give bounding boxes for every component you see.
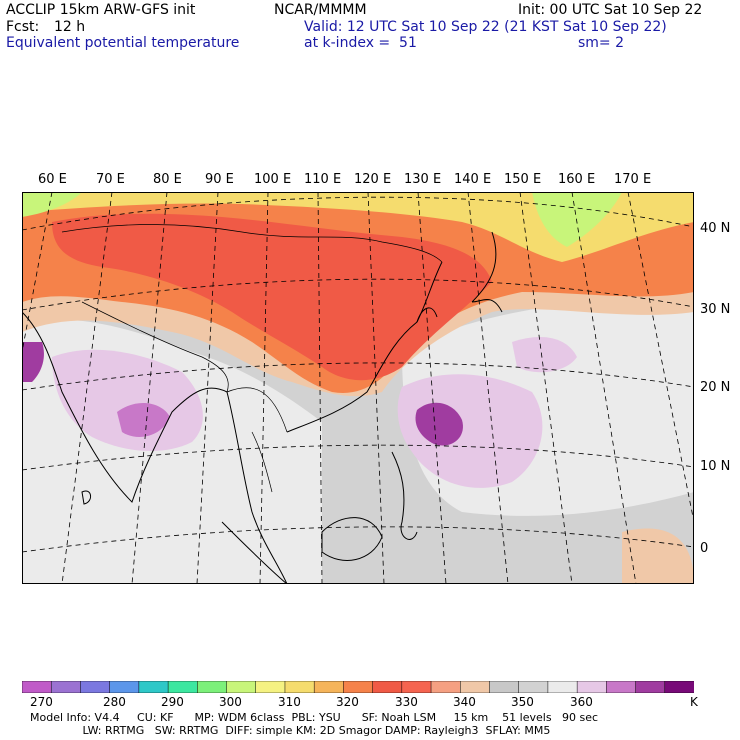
forecast-label: Fcst:: [6, 19, 40, 35]
border-line: [81, 301, 229, 393]
colorbar-swatch: [313, 681, 345, 693]
longitude-line: [22, 192, 53, 353]
lat-label: 0: [700, 541, 709, 556]
colorbar-swatch: [547, 681, 578, 693]
colorbar-swatch: [80, 681, 111, 693]
lon-label: 60 E: [38, 172, 67, 187]
smoothing-label: sm= 2: [578, 35, 625, 51]
colorbar-swatch: [197, 681, 228, 693]
colorbar-tick-label: 280: [103, 695, 126, 709]
colorbar-swatch: [664, 681, 694, 693]
colorbar-swatch: [518, 681, 549, 693]
theta-e-red-band: [52, 213, 492, 381]
colorbar-tick-label: 360: [570, 695, 593, 709]
colorbar-tick-label: 270: [30, 695, 53, 709]
colorbar-swatch: [22, 681, 52, 693]
lon-label: 80 E: [153, 172, 182, 187]
longitude-line: [519, 192, 573, 584]
coastline-philippines: [391, 451, 418, 540]
lat-label: 30 N: [700, 302, 731, 317]
lon-label: 130 E: [404, 172, 442, 187]
lon-label: 110 E: [304, 172, 342, 187]
colorbar-swatch: [167, 681, 199, 693]
theta-e-orange-se-corner: [622, 528, 694, 584]
theta-e-purple-westpac: [397, 374, 543, 488]
coastline-sumatra: [221, 521, 288, 584]
colorbar-tick-label: 340: [453, 695, 476, 709]
longitude-line: [467, 192, 509, 584]
colorbar-tick-label: 310: [278, 695, 301, 709]
lat-label: 20 N: [700, 380, 731, 395]
weather-map: [22, 192, 694, 584]
theta-e-dark-arabia: [22, 342, 44, 382]
valid-time: Valid: 12 UTC Sat 10 Sep 22 (21 KST Sat …: [304, 19, 667, 35]
lon-label: 70 E: [96, 172, 125, 187]
coastline-india: [22, 311, 228, 503]
colorbar-swatch: [401, 681, 432, 693]
latitude-line: [22, 196, 694, 231]
colorbar-swatch: [255, 681, 286, 693]
coastline-srilanka: [81, 490, 91, 505]
longitude-line: [61, 192, 113, 584]
lat-label: 10 N: [700, 459, 731, 474]
border-line: [226, 387, 288, 433]
colorbar-swatch: [109, 681, 140, 693]
colorbar-swatch: [343, 681, 374, 693]
colorbar-swatch: [284, 681, 315, 693]
longitude-line: [417, 192, 447, 584]
lon-label: 140 E: [454, 172, 492, 187]
longitude-line: [317, 192, 323, 584]
colorbar-swatch: [576, 681, 608, 693]
colorbar-swatch: [372, 681, 403, 693]
colorbar-swatch: [606, 681, 637, 693]
lon-label: 150 E: [504, 172, 542, 187]
theta-e-purple-bay: [117, 402, 170, 437]
colorbar-swatch: [430, 681, 462, 693]
forecast-hours: 12 h: [54, 19, 86, 35]
colorbar-tick-label: 290: [161, 695, 184, 709]
theta-e-yellow-north: [22, 192, 694, 262]
lon-label: 170 E: [614, 172, 652, 187]
model-info-line2: LW: RRTMG SW: RRTMG DIFF: simple KM: 2D …: [30, 724, 551, 737]
longitude-line: [259, 192, 269, 584]
border-line: [251, 431, 273, 493]
map-frame: [22, 192, 694, 584]
longitude-line: [571, 192, 637, 584]
level-label: at k-index = 51: [304, 35, 417, 51]
longitude-line: [367, 192, 385, 584]
colorbar-swatch: [635, 681, 666, 693]
colorbar-swatch: [460, 681, 491, 693]
init-time: Init: 00 UTC Sat 10 Sep 22: [518, 2, 703, 18]
theta-e-typhoon-core: [415, 402, 463, 446]
border-line: [61, 224, 443, 263]
colorbar-swatch: [489, 681, 520, 693]
colorbar-swatch: [226, 681, 257, 693]
theta-e-green-west: [22, 192, 82, 217]
colorbar-tick-label: 330: [395, 695, 418, 709]
colorbar-tick-label: 350: [511, 695, 534, 709]
colorbar-swatch: [50, 681, 82, 693]
longitude-line: [627, 192, 694, 523]
lat-label: 40 N: [700, 221, 731, 236]
colorbar-tick-label: 320: [336, 695, 359, 709]
lon-label: 90 E: [205, 172, 234, 187]
lon-label: 120 E: [354, 172, 392, 187]
model-info-line1: Model Info: V4.4 CU: KF MP: WDM 6class P…: [30, 711, 599, 724]
org-label: NCAR/MMMM: [274, 2, 367, 18]
coastline-china: [286, 261, 443, 433]
colorbar: [22, 681, 694, 693]
model-title: ACCLIP 15km ARW-GFS init: [6, 2, 196, 18]
field-name: Equivalent potential temperature: [6, 35, 240, 51]
longitude-line: [131, 192, 168, 584]
colorbar-unit: K: [690, 695, 698, 709]
colorbar-tick-label: 300: [219, 695, 242, 709]
longitude-line: [196, 192, 219, 584]
lon-label: 100 E: [254, 172, 292, 187]
theta-e-purple-east: [512, 337, 577, 373]
coastline-korea-japan: [416, 231, 503, 323]
lon-label: 160 E: [558, 172, 596, 187]
coastline-indochina: [226, 391, 288, 584]
colorbar-swatch: [138, 681, 169, 693]
